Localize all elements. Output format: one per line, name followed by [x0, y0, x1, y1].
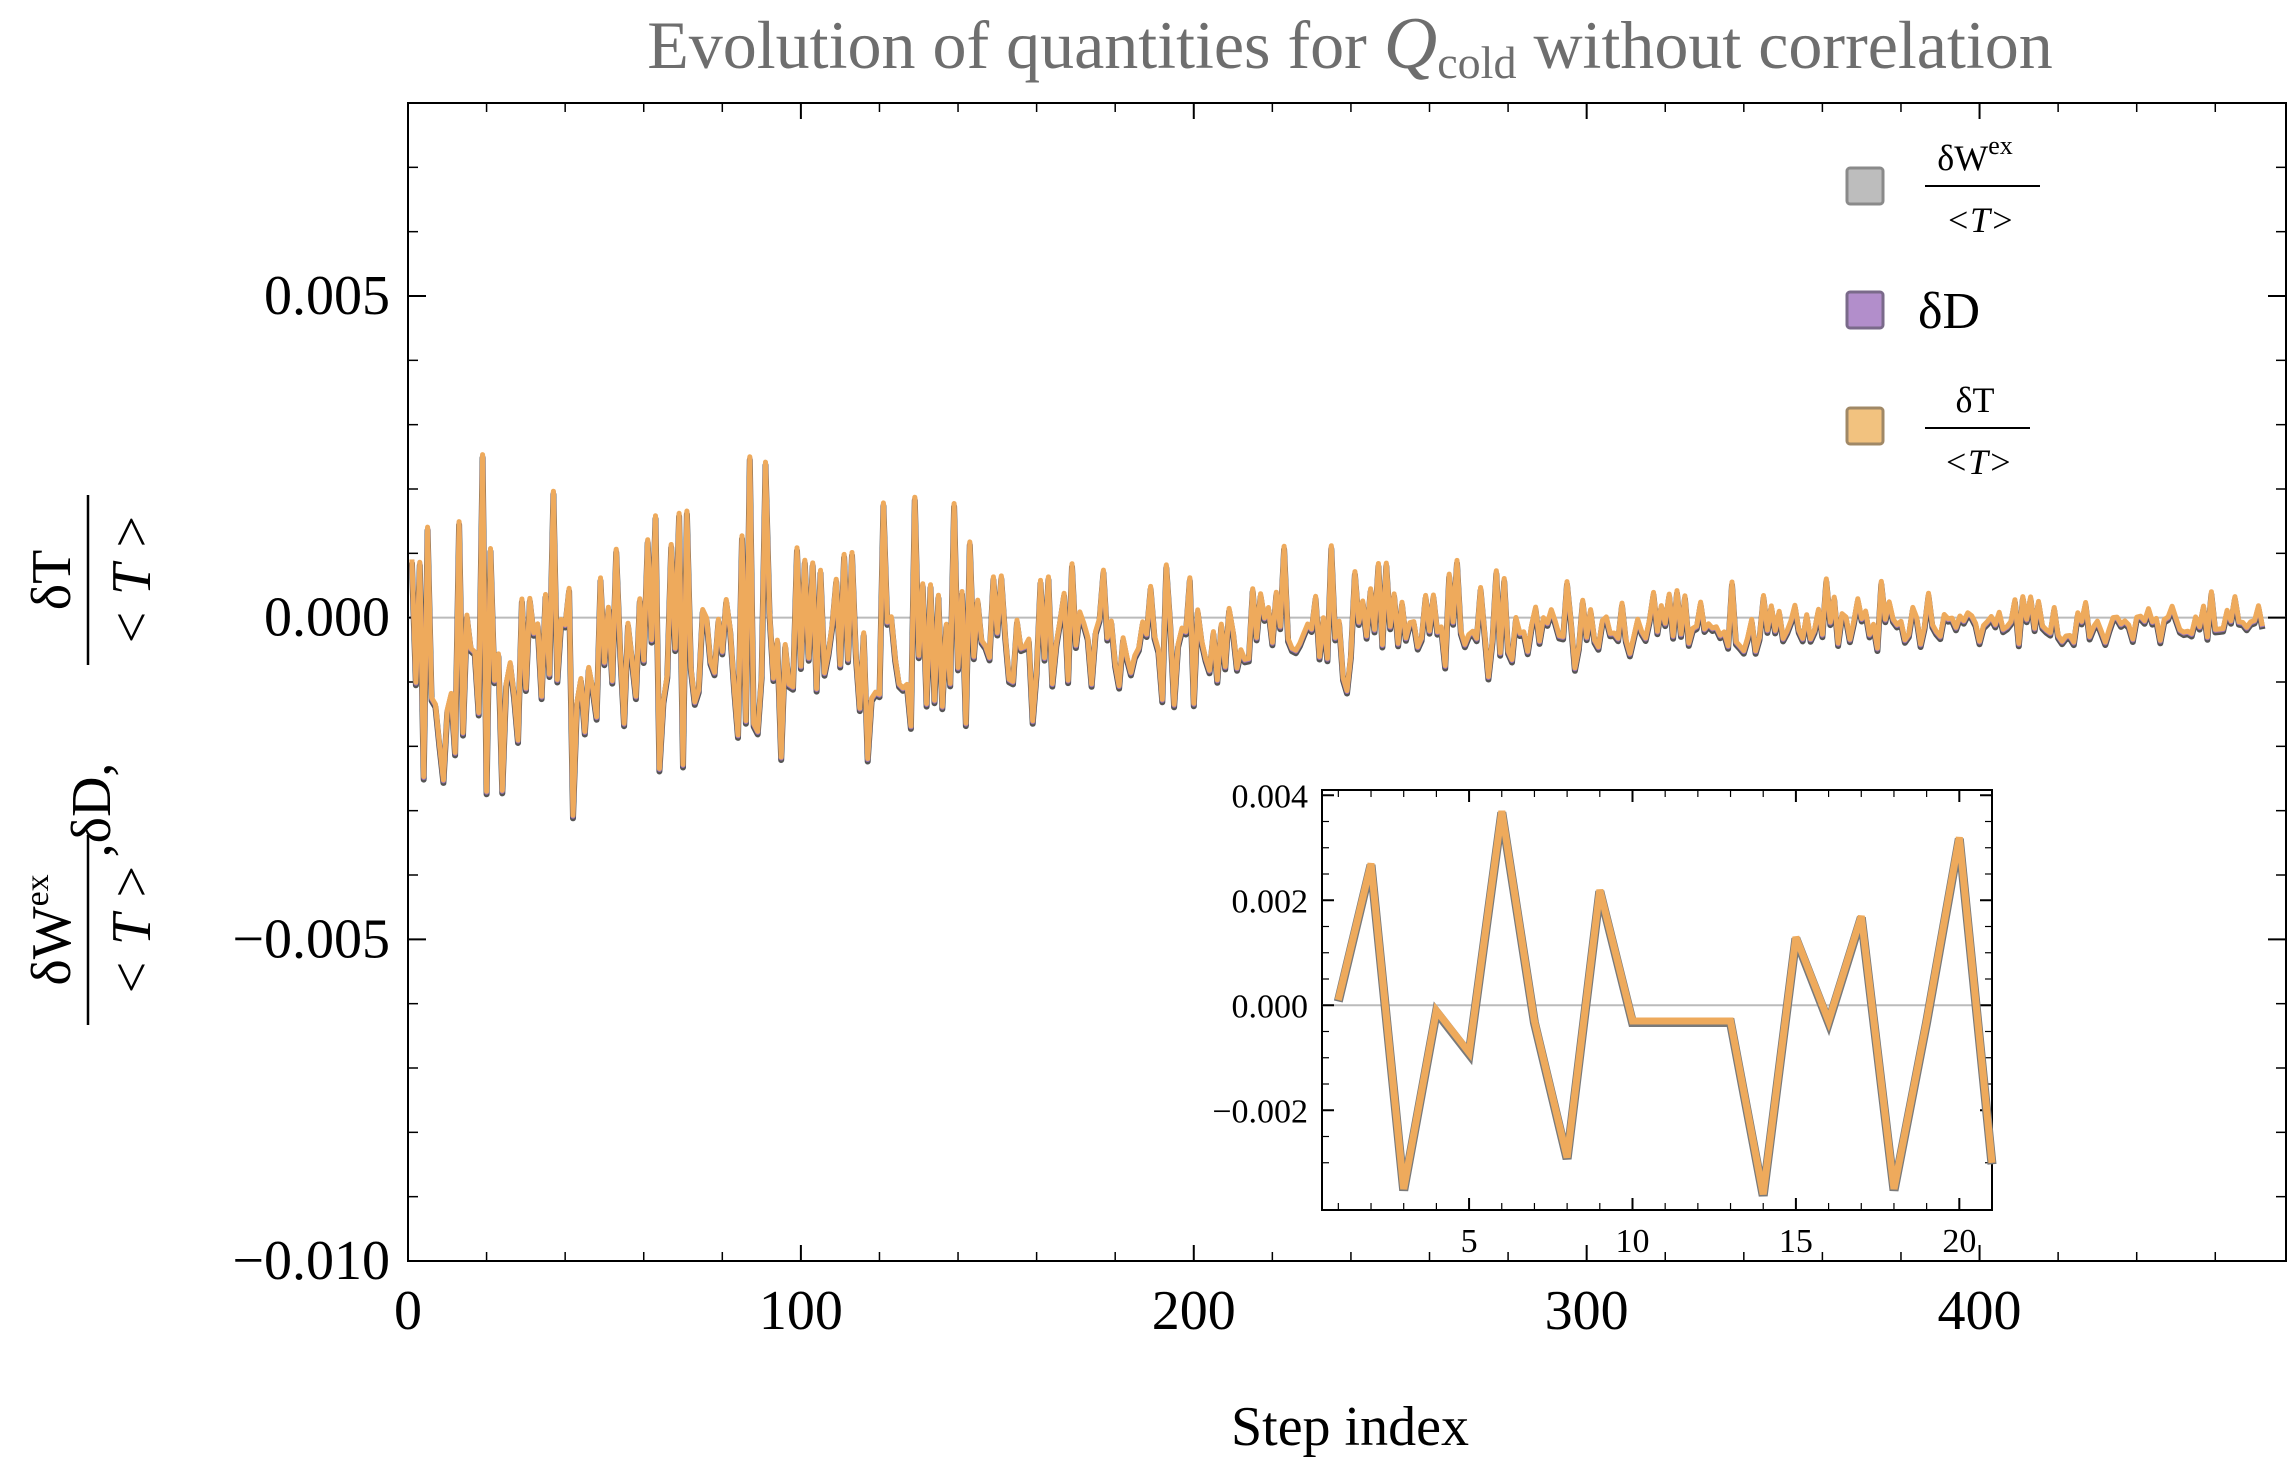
title-subscript: cold — [1437, 37, 1516, 88]
series-temperature — [409, 452, 2265, 818]
legend-label-temperature-num: δT — [1956, 380, 1995, 420]
x-tick-label: 0 — [394, 1280, 422, 1342]
inset-y-tick-label: −0.002 — [1212, 1093, 1308, 1130]
inset-y-tick-label: 0.000 — [1232, 988, 1309, 1025]
inset-background — [1322, 790, 1992, 1210]
legend-label-work-den: <T> — [1946, 200, 2015, 240]
x-tick-label: 200 — [1152, 1280, 1236, 1342]
inset-frame — [1321, 789, 1993, 1211]
inset-x-tick-label: 10 — [1615, 1223, 1649, 1260]
title-suffix: without correlation — [1516, 7, 2052, 83]
legend-label-temperature-den: <T> — [1944, 442, 2013, 482]
chart-title: Evolution of quantities for Qcold withou… — [647, 3, 2053, 88]
y-label-term3-num: δT — [21, 550, 83, 611]
inset-x-tick-label: 5 — [1461, 1223, 1478, 1260]
y-tick-label: 0.000 — [264, 587, 390, 649]
legend-swatch-temperature — [1847, 408, 1883, 444]
x-tick-label: 400 — [1938, 1280, 2022, 1342]
y-label-term1-num: δWex — [19, 874, 83, 985]
legend-swatch-temperature-border — [1845, 406, 1885, 446]
y-tick-label: −0.005 — [232, 908, 390, 970]
x-tick-label: 300 — [1545, 1280, 1629, 1342]
inset-y-tick-label: 0.004 — [1232, 778, 1309, 815]
legend-swatch-dissipation-border — [1845, 290, 1885, 330]
x-tick-label: 100 — [759, 1280, 843, 1342]
inset-x-tick-label: 15 — [1779, 1223, 1813, 1260]
legend-label-dissipation: δD — [1918, 283, 1980, 340]
y-tick-label: −0.010 — [232, 1230, 390, 1292]
inset-y-tick-label: 0.002 — [1232, 883, 1309, 920]
inset-ticks: 5 10 15 20 −0.002 0.000 0.002 0.004 — [1212, 778, 1993, 1260]
x-axis-label: Step index — [1231, 1396, 1469, 1458]
y-label-term1-den: < T > — [101, 863, 163, 997]
y-label-term2: ,δD, — [61, 763, 123, 858]
legend-swatch-work-border — [1845, 166, 1885, 206]
y-label-term3-den: < T > — [101, 513, 163, 647]
main-ticks: 0 100 200 300 400 −0.010 −0.005 0.000 0.005 — [232, 102, 2286, 1342]
y-tick-label: 0.005 — [264, 265, 390, 327]
main-series — [408, 452, 2266, 822]
legend-swatch-work — [1847, 168, 1883, 204]
inset-x-tick-label: 20 — [1942, 1223, 1976, 1260]
y-axis-label: δWex < T > ,δD, δT < T > — [19, 495, 163, 1025]
legend-label-work-num: δWex — [1937, 131, 2013, 178]
legend: δWex <T> δD δT <T> — [1845, 131, 2040, 482]
title-prefix: Evolution of quantities for — [647, 7, 1384, 83]
title-symbol: Q — [1384, 3, 1437, 85]
legend-swatch-dissipation — [1847, 292, 1883, 328]
inset-series — [1333, 810, 1997, 1197]
